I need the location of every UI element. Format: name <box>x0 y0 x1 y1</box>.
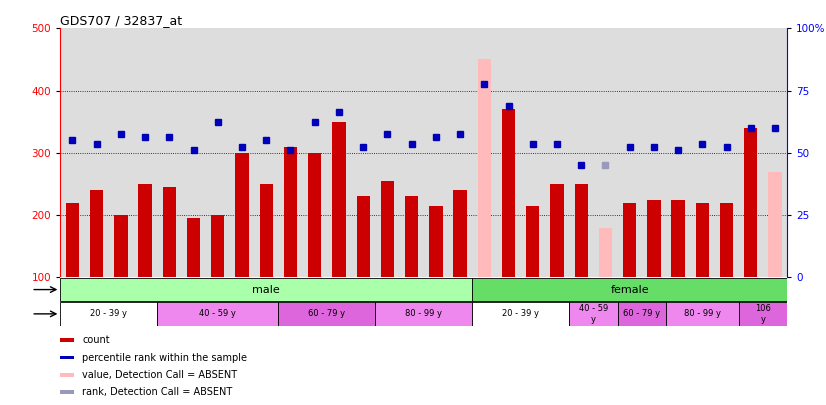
Text: 106
y: 106 y <box>755 304 771 324</box>
Text: rank, Detection Call = ABSENT: rank, Detection Call = ABSENT <box>83 387 232 397</box>
Bar <box>357 196 370 277</box>
Bar <box>114 215 127 277</box>
Bar <box>477 60 491 277</box>
Bar <box>623 202 636 277</box>
Bar <box>599 228 612 277</box>
Bar <box>60 339 74 342</box>
Text: 40 - 59
y: 40 - 59 y <box>579 304 608 324</box>
Bar <box>430 206 443 277</box>
Bar <box>569 302 618 326</box>
Bar <box>502 109 515 277</box>
Bar <box>472 278 787 301</box>
Bar <box>187 218 200 277</box>
Bar <box>284 147 297 277</box>
Bar <box>235 153 249 277</box>
Bar <box>768 172 781 277</box>
Text: 60 - 79 y: 60 - 79 y <box>308 309 345 318</box>
Text: count: count <box>83 335 110 345</box>
Bar <box>60 278 472 301</box>
Text: 20 - 39 y: 20 - 39 y <box>502 309 539 318</box>
Bar <box>618 302 666 326</box>
Bar <box>163 187 176 277</box>
Bar <box>90 190 103 277</box>
Text: 80 - 99 y: 80 - 99 y <box>684 309 721 318</box>
Bar <box>672 200 685 277</box>
Bar <box>720 202 733 277</box>
Text: GDS707 / 32837_at: GDS707 / 32837_at <box>60 14 183 27</box>
Bar <box>472 302 569 326</box>
Bar <box>60 373 74 377</box>
Text: 20 - 39 y: 20 - 39 y <box>90 309 127 318</box>
Bar <box>60 356 74 360</box>
Text: 60 - 79 y: 60 - 79 y <box>624 309 660 318</box>
Bar <box>211 215 225 277</box>
Text: male: male <box>253 285 280 294</box>
Bar <box>648 200 661 277</box>
Text: value, Detection Call = ABSENT: value, Detection Call = ABSENT <box>83 370 237 380</box>
Bar <box>66 202 79 277</box>
Bar <box>453 190 467 277</box>
Bar <box>575 184 588 277</box>
Bar <box>375 302 472 326</box>
Text: 80 - 99 y: 80 - 99 y <box>406 309 442 318</box>
Bar <box>278 302 375 326</box>
Bar <box>332 122 345 277</box>
Bar <box>526 206 539 277</box>
Text: percentile rank within the sample: percentile rank within the sample <box>83 353 247 362</box>
Bar <box>381 181 394 277</box>
Text: female: female <box>610 285 649 294</box>
Bar <box>550 184 563 277</box>
Text: 40 - 59 y: 40 - 59 y <box>199 309 236 318</box>
Bar <box>744 128 757 277</box>
Bar <box>259 184 273 277</box>
Bar <box>308 153 321 277</box>
Bar <box>60 390 74 394</box>
Bar <box>60 302 157 326</box>
Bar <box>157 302 278 326</box>
Bar <box>139 184 152 277</box>
Bar <box>738 302 787 326</box>
Bar <box>666 302 738 326</box>
Bar <box>695 202 709 277</box>
Bar <box>405 196 418 277</box>
